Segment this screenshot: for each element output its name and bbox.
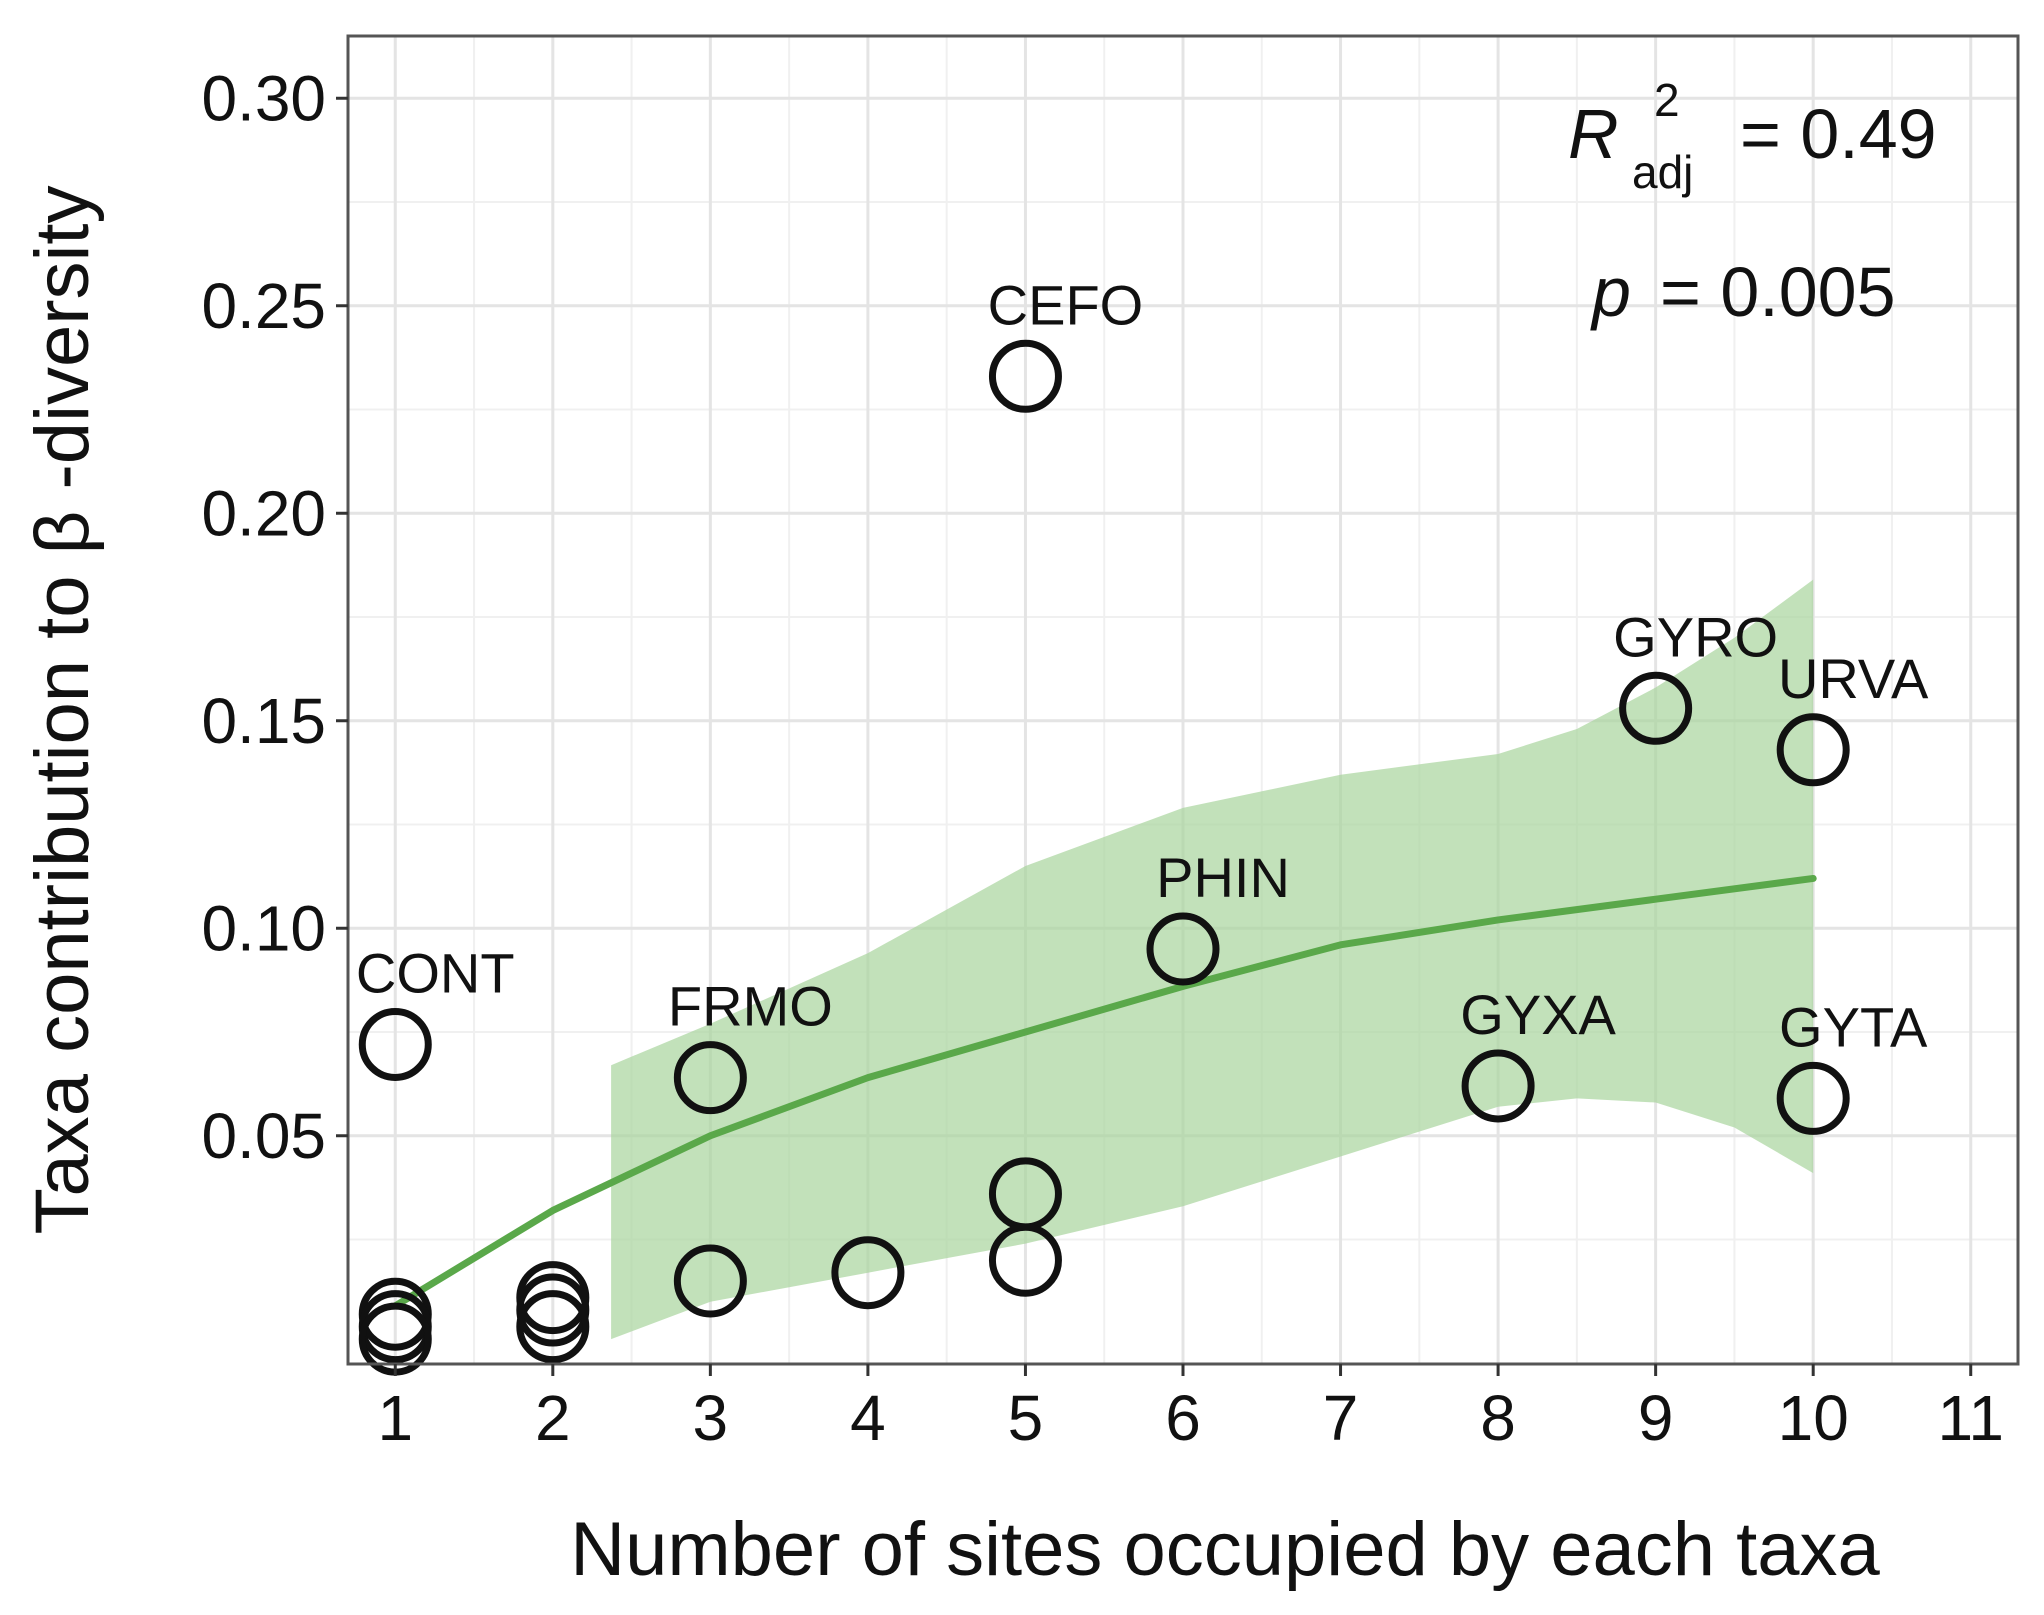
x-tick-label: 9: [1638, 1382, 1674, 1454]
y-tick-label: 0.15: [201, 685, 326, 757]
y-tick-label: 0.05: [201, 1100, 326, 1172]
data-point: [673, 1244, 747, 1318]
x-tick-label: 6: [1165, 1382, 1201, 1454]
x-tick-label: 10: [1778, 1382, 1849, 1454]
data-point-gyta: [1776, 1061, 1850, 1135]
p-symbol: p: [1590, 253, 1631, 331]
data-point-cefo: [988, 339, 1062, 413]
x-axis: 1 2 3 4 5 6 7 8 9 10 11: [377, 1364, 2004, 1454]
point-label-urva: URVA: [1778, 647, 1929, 710]
data-point: [516, 1273, 590, 1347]
fit-line-layer: [391, 874, 1817, 1310]
data-point-frmo: [673, 1041, 747, 1115]
r2-symbol: R: [1568, 95, 1619, 173]
y-tick-label: 0.30: [201, 62, 326, 134]
point-label-phin: PHIN: [1156, 846, 1290, 909]
x-tick-label: 2: [535, 1382, 571, 1454]
p-annotation: p = 0.005: [1590, 253, 1896, 331]
data-point: [516, 1290, 590, 1364]
x-tick-label: 1: [377, 1382, 413, 1454]
x-tick-label: 3: [693, 1382, 729, 1454]
x-tick-label: 8: [1480, 1382, 1516, 1454]
r2-superscript: 2: [1654, 74, 1680, 126]
x-tick-label: 11: [1938, 1382, 2004, 1454]
x-tick-label: 5: [1008, 1382, 1044, 1454]
r2-annotation: R 2 adj = 0.49: [1568, 74, 1937, 198]
data-point: [988, 1223, 1062, 1297]
y-tick-label: 0.25: [201, 270, 326, 342]
point-label-cefo: CEFO: [988, 273, 1144, 336]
point-label-gyro: GYRO: [1613, 605, 1778, 668]
point-label-gyta: GYTA: [1779, 995, 1928, 1058]
data-point-gyro: [1619, 671, 1693, 745]
y-axis: 0.05 0.10 0.15 0.20 0.25 0.30: [201, 62, 348, 1172]
y-tick-label: 0.20: [201, 477, 326, 549]
point-label-gyxa: GYXA: [1460, 983, 1616, 1046]
fit-line: [391, 874, 1817, 1310]
r2-subscript: adj: [1632, 146, 1693, 198]
data-point-urva: [1776, 713, 1850, 787]
x-tick-label: 7: [1323, 1382, 1359, 1454]
p-value: = 0.005: [1660, 253, 1896, 331]
point-label-frmo: FRMO: [668, 975, 833, 1038]
data-point-gyxa: [1461, 1049, 1535, 1123]
y-tick-label: 0.10: [201, 892, 326, 964]
data-point: [831, 1236, 905, 1310]
data-point-phin: [1146, 912, 1220, 986]
r2-value: = 0.49: [1740, 95, 1937, 173]
y-axis-title: Taxa contribution to β -diversity: [20, 185, 105, 1234]
data-point-cont: [358, 1007, 432, 1081]
point-label-cont: CONT: [356, 941, 515, 1004]
x-tick-label: 4: [850, 1382, 886, 1454]
x-axis-title: Number of sites occupied by each taxa: [570, 1507, 1880, 1592]
